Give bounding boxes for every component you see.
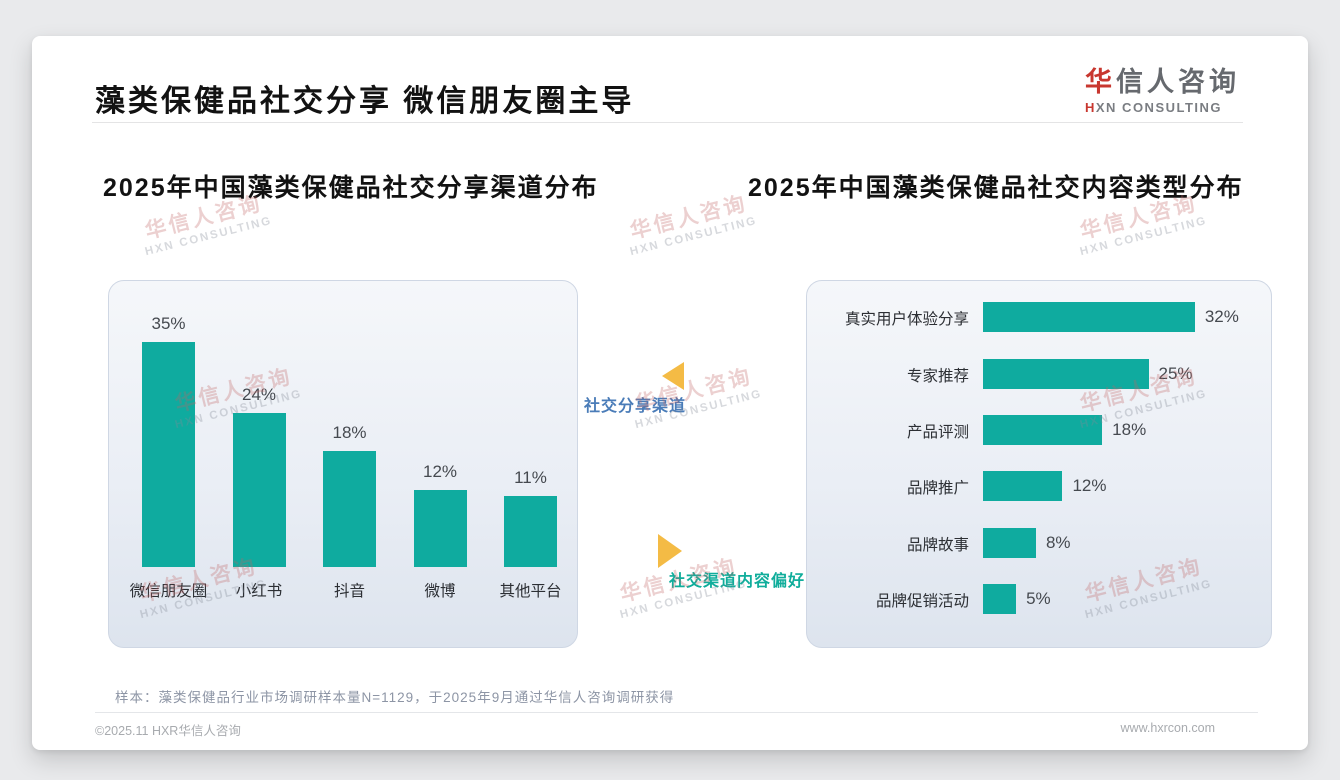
vbar-5 [504, 496, 557, 567]
vbar-value-label: 18% [332, 423, 367, 443]
hbar-value-label: 18% [1112, 419, 1147, 439]
logo-en-rest: XN CONSULTING [1095, 100, 1223, 115]
watermark: 华信人咨询 HXN CONSULTING [622, 186, 759, 258]
hbar-category-label: 品牌促销活动 [875, 593, 969, 610]
hbar-value-label: 32% [1204, 307, 1239, 326]
hbar-5 [983, 527, 1036, 558]
arrow-left-icon [662, 362, 684, 390]
hbar-4 [983, 471, 1063, 501]
logo-cn-rest: 信人咨询 [1116, 67, 1240, 97]
sample-note: 样本：藻类保健品行业市场调研样本量N=1129，于2025年9月通过华信人咨询调… [115, 690, 675, 705]
footer-copyright: ©2025.11 HXR华信人咨询 [95, 724, 241, 738]
logo-en-first-char: H [1085, 100, 1096, 115]
page-title: 藻类保健品社交分享 微信朋友圈主导 [95, 85, 635, 118]
company-logo: 华信人咨询 HXN CONSULTING [1085, 60, 1240, 115]
right-chart-title: 2025年中国藻类保健品社交内容类型分布 [748, 174, 1244, 202]
hbar-1 [983, 302, 1195, 332]
hbar-2 [983, 358, 1149, 389]
hbar-value-label: 5% [1026, 589, 1051, 608]
vbar-value-label: 12% [422, 461, 458, 481]
logo-cn-text: 华信人咨询 [1085, 60, 1240, 99]
header-divider [92, 122, 1243, 123]
hbar-category-label: 品牌推广 [906, 480, 969, 497]
hbar-category-label: 真实用户体验分享 [844, 311, 969, 328]
vbar-value-label: 24% [241, 384, 277, 404]
hbar-category-label: 专家推荐 [906, 367, 969, 385]
vbar-category-label: 微博 [424, 583, 456, 600]
vbar-3 [323, 451, 376, 567]
vbar-1 [142, 341, 195, 567]
footer-website: www.hxrcon.com [1120, 721, 1215, 735]
vbar-value-label: 11% [514, 468, 547, 488]
right-chart-panel [806, 280, 1272, 648]
logo-en-text: HXN CONSULTING [1085, 100, 1240, 115]
vbar-category-label: 抖音 [333, 583, 365, 600]
hbar-value-label: 8% [1045, 532, 1071, 552]
left-chart-plot: 35% 微信朋友圈 24% 小红书 18% 抖音 12% 微博 11% 其他平台 [108, 280, 578, 648]
annotation-content-preference: 社交渠道内容偏好 [669, 573, 806, 590]
left-chart-title: 2025年中国藻类保健品社交分享渠道分布 [103, 174, 599, 202]
hbar-3 [983, 414, 1103, 445]
watermark-en: HXN CONSULTING [628, 214, 759, 259]
vbar-category-label: 微信朋友圈 [129, 583, 208, 600]
watermark-en: HXN CONSULTING [1078, 214, 1209, 259]
hbar-value-label: 12% [1072, 476, 1107, 495]
vbar-category-label: 小红书 [235, 583, 283, 600]
hbar-category-label: 品牌故事 [906, 536, 969, 554]
watermark-en: HXN CONSULTING [143, 214, 274, 259]
hbar-6 [983, 584, 1017, 614]
watermark-cn: 华信人咨询 [627, 191, 750, 244]
footer-divider [95, 712, 1258, 713]
logo-cn-first-char: 华 [1085, 67, 1116, 97]
vbar-category-label: 其他平台 [499, 583, 562, 600]
right-chart-plot: 真实用户体验分享 32% 专家推荐 25% 产品评测 18% 品牌推广 12% 品牌故事 8% 品牌… [806, 280, 1272, 648]
arrow-right-icon [658, 534, 682, 568]
slide-card: 藻类保健品社交分享 微信朋友圈主导 华信人咨询 HXN CONSULTING 2… [32, 36, 1308, 750]
vbar-2 [232, 412, 286, 567]
vbar-value-label: 35% [151, 313, 186, 333]
vbar-4 [413, 489, 467, 567]
hbar-category-label: 产品评测 [906, 423, 969, 441]
annotation-social-share-channel: 社交分享渠道 [584, 398, 687, 415]
hbar-value-label: 25% [1158, 363, 1193, 383]
